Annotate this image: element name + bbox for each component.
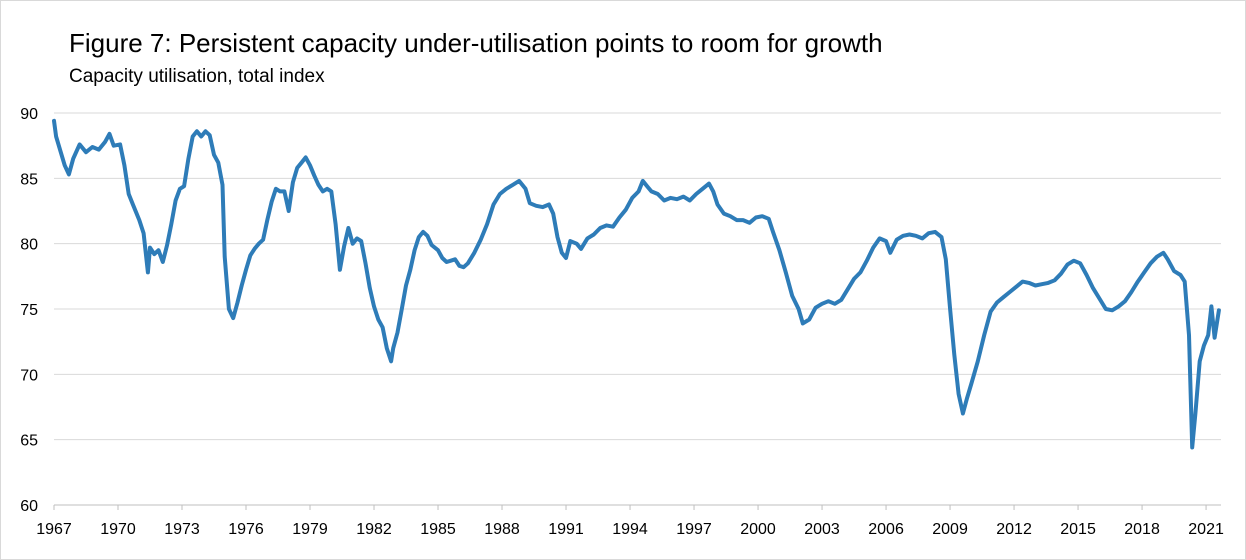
x-tick-label: 1985 [420,521,456,538]
x-tick-label: 1988 [484,521,520,538]
x-tick-label: 2009 [932,521,968,538]
x-tick-label: 1991 [548,521,584,538]
x-tick-label: 1979 [292,521,328,538]
y-tick-label: 70 [20,367,38,384]
series-group [52,118,1221,450]
x-tick-label: 2000 [740,521,776,538]
x-tick-label: 1994 [612,521,648,538]
y-tick-label: 90 [20,106,38,123]
x-tick-label: 2012 [996,521,1032,538]
gridlines [54,112,1221,506]
x-tick-label: 2015 [1060,521,1096,538]
x-tick-label: 2018 [1124,521,1160,538]
x-tick-label: 1973 [164,521,200,538]
y-axis-tick-labels: 60 65 70 75 80 85 90 [20,106,38,515]
x-tick-label: 1997 [676,521,712,538]
y-tick-label: 75 [20,302,38,319]
x-tick-label: 2006 [868,521,904,538]
y-tick-label: 80 [20,237,38,254]
x-tick-label: 1970 [100,521,136,538]
chart-subtitle: Capacity utilisation, total index [69,66,325,87]
x-tick-label: 2003 [804,521,840,538]
y-tick-label: 85 [20,171,38,188]
chart-title: Figure 7: Persistent capacity under-util… [69,28,883,58]
x-axis-tick-labels: 1967 1970 1973 1976 1979 1982 1985 1988 1991 1994… [36,505,1224,538]
x-tick-label: 1976 [228,521,264,538]
series-line-capacity-utilisation [52,118,1221,450]
x-tick-label: 2021 [1188,521,1224,538]
y-tick-label: 60 [20,498,38,515]
x-tick-label: 1982 [356,521,392,538]
y-tick-label: 65 [20,433,38,450]
x-tick-label: 1967 [36,521,72,538]
